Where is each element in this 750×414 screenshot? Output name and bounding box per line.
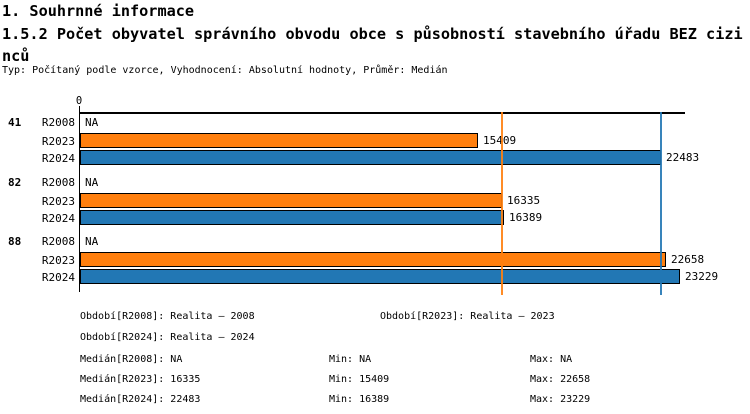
group-label: 41 (8, 116, 22, 129)
chart-row: R2023 16335 (0, 192, 750, 210)
chart-row: R2024 23229 (0, 269, 750, 286)
legend-median-r2008: Medián[R2008]: NA (80, 353, 183, 365)
chart-row: 41 R2008 NA (0, 113, 750, 133)
bar-r2023 (80, 252, 666, 267)
y-axis-line (78, 105, 80, 292)
median-r2023-reference-line (501, 112, 503, 295)
bar-value-label: 22483 (666, 151, 700, 164)
series-label: R2024 (41, 152, 75, 165)
series-label: R2023 (41, 194, 75, 208)
legend-max-r2008: Max: NA (530, 353, 573, 365)
series-label: R2008 (41, 116, 75, 129)
chart-title: 1.5.2 Počet obyvatel správního obvodu ob… (2, 25, 743, 65)
legend-max-r2024: Max: 23229 (530, 393, 591, 405)
chart-group-88: 88 R2008 NA R2023 22658 R2024 23229 (0, 232, 750, 286)
chart-row: 82 R2008 NA (0, 173, 750, 193)
series-label: R2024 (41, 271, 75, 284)
legend-min-r2008: Min: NA (329, 353, 372, 365)
bar-r2024 (80, 209, 504, 225)
group-label: 88 (8, 235, 22, 248)
section-title: 1. Souhrnné informace (2, 2, 195, 20)
bar-value-label: 22658 (671, 253, 705, 266)
horizontal-bar-chart: 0 41 R2008 NA R2023 15409 R2024 22483 82 R2008 NA… (0, 96, 750, 302)
bar-r2024 (80, 150, 661, 165)
series-label: R2008 (41, 175, 75, 189)
series-label: R2023 (41, 254, 75, 267)
chart-row: 88 R2008 NA (0, 232, 750, 252)
chart-group-82: 82 R2008 NA R2023 16335 R2024 16389 (0, 173, 750, 227)
bar-value-label: 15409 (483, 134, 517, 147)
na-value-label: NA (85, 235, 99, 248)
median-r2024-reference-line (660, 112, 662, 295)
na-value-label: NA (85, 116, 99, 129)
legend-row: Období[R2024]: Realita – 2024 (0, 331, 750, 344)
legend-stats-row: Medián[R2008]: NA Min: NA Max: NA (0, 353, 750, 366)
axis-zero-tick-label: 0 (75, 95, 83, 107)
chart-row: R2023 22658 (0, 252, 750, 269)
chart-row: R2024 22483 (0, 150, 750, 167)
chart-row: R2023 15409 (0, 133, 750, 150)
group-label: 82 (8, 175, 22, 189)
bar-r2024 (80, 269, 680, 284)
legend-stats-row: Medián[R2024]: 22483 Min: 16389 Max: 232… (0, 393, 750, 406)
bar-r2023 (80, 133, 478, 148)
legend-row: Období[R2008]: Realita – 2008 Období[R20… (0, 310, 750, 323)
na-value-label: NA (85, 175, 99, 189)
chart-group-41: 41 R2008 NA R2023 15409 R2024 22483 (0, 113, 750, 167)
chart-meta-line: Typ: Počítaný podle vzorce, Vyhodnocení:… (2, 65, 448, 76)
legend-period-r2008: Období[R2008]: Realita – 2008 (80, 311, 255, 322)
legend-max-r2023: Max: 22658 (530, 373, 591, 385)
series-label: R2024 (41, 211, 75, 225)
bar-value-label: 23229 (685, 270, 719, 283)
legend-min-r2023: Min: 15409 (329, 373, 390, 385)
legend-min-r2024: Min: 16389 (329, 393, 390, 405)
legend-period-r2023: Období[R2023]: Realita – 2023 (380, 311, 555, 322)
series-label: R2008 (41, 235, 75, 248)
x-axis-line (79, 112, 685, 114)
bar-value-label: 16389 (509, 210, 543, 224)
series-label: R2023 (41, 135, 75, 148)
bar-value-label: 16335 (507, 193, 541, 207)
legend-period-r2024: Období[R2024]: Realita – 2024 (80, 331, 255, 343)
bar-r2023 (80, 192, 502, 208)
chart-legend: Období[R2008]: Realita – 2008 Období[R20… (0, 304, 750, 414)
legend-stats-row: Medián[R2023]: 16335 Min: 15409 Max: 226… (0, 373, 750, 386)
legend-median-r2023: Medián[R2023]: 16335 (80, 373, 201, 385)
legend-median-r2024: Medián[R2024]: 22483 (80, 393, 201, 405)
chart-groups: 41 R2008 NA R2023 15409 R2024 22483 82 R2008 NA R2… (0, 113, 750, 292)
chart-row: R2024 16389 (0, 209, 750, 227)
